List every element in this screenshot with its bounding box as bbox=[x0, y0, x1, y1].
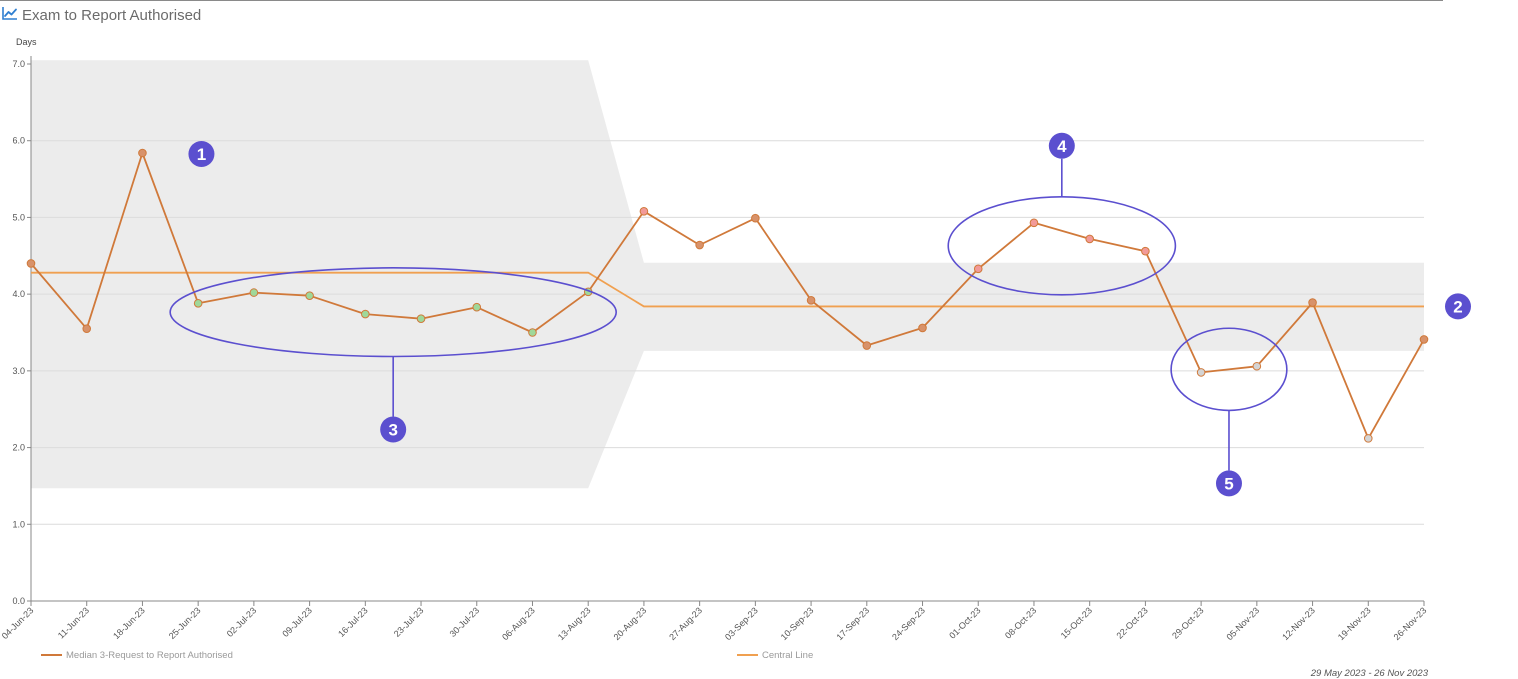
x-tick-label: 16-Jul-23 bbox=[336, 605, 370, 639]
data-point[interactable] bbox=[973, 264, 983, 274]
data-point[interactable] bbox=[751, 213, 760, 223]
x-tick-label: 25-Jun-23 bbox=[167, 605, 203, 641]
y-tick-label: 7.0 bbox=[12, 59, 25, 69]
data-point[interactable] bbox=[1085, 234, 1094, 244]
x-tick-label: 20-Aug-23 bbox=[612, 605, 649, 642]
series-line bbox=[30, 152, 1425, 440]
x-tick-label: 10-Sep-23 bbox=[779, 605, 816, 642]
x-tick-label: 02-Jul-23 bbox=[225, 605, 259, 639]
annotation-badge bbox=[380, 416, 407, 443]
control-limits-area bbox=[31, 60, 1424, 489]
control-limits-band bbox=[31, 60, 1424, 489]
data-point[interactable] bbox=[1196, 368, 1206, 377]
top-divider bbox=[0, 0, 1443, 1]
chart-title: Exam to Report Authorised bbox=[22, 6, 202, 24]
x-tick-label: 01-Oct-23 bbox=[947, 605, 982, 640]
x-tick-label: 18-Jun-23 bbox=[111, 605, 147, 641]
annotation-badge bbox=[1215, 470, 1242, 497]
x-tick-label: 05-Nov-23 bbox=[1224, 605, 1261, 642]
annotation-badge bbox=[1048, 132, 1075, 159]
x-tick-label: 22-Oct-23 bbox=[1114, 605, 1149, 640]
data-point[interactable] bbox=[26, 259, 36, 268]
legend: Median 3-Request to Report Authorised Cen… bbox=[41, 650, 813, 661]
y-tick-label: 5.0 bbox=[12, 212, 25, 222]
data-point[interactable] bbox=[806, 295, 816, 305]
y-tick-label: 6.0 bbox=[12, 136, 25, 146]
x-tick-label: 15-Oct-23 bbox=[1059, 605, 1094, 640]
data-point[interactable] bbox=[1419, 335, 1429, 344]
annotation-number: 4 bbox=[1057, 137, 1067, 156]
annotations: 1 2 3 4 5 bbox=[169, 132, 1471, 497]
data-point[interactable] bbox=[1029, 218, 1039, 228]
x-tick-label: 13-Aug-23 bbox=[556, 605, 593, 642]
y-axis-label: Days bbox=[16, 37, 37, 47]
x-tick-label: 29-Oct-23 bbox=[1170, 605, 1205, 640]
data-point[interactable] bbox=[249, 288, 259, 297]
x-tick-label: 17-Sep-23 bbox=[834, 605, 871, 642]
data-point[interactable] bbox=[639, 206, 649, 216]
data-point[interactable] bbox=[918, 323, 927, 333]
x-tick-label: 30-Jul-23 bbox=[448, 605, 482, 639]
data-point[interactable] bbox=[528, 328, 537, 337]
line-chart-icon bbox=[2, 6, 18, 25]
y-tick-label: 1.0 bbox=[12, 519, 25, 529]
legend-label-series: Median 3-Request to Report Authorised bbox=[66, 650, 233, 661]
annotation-number: 1 bbox=[197, 145, 206, 164]
x-tick-label: 09-Jul-23 bbox=[280, 605, 314, 639]
y-tick-label: 0.0 bbox=[12, 596, 25, 606]
annotation-number: 5 bbox=[1224, 474, 1233, 493]
central-line bbox=[31, 271, 1424, 308]
data-point[interactable] bbox=[472, 302, 482, 312]
chart-header: Exam to Report Authorised bbox=[2, 5, 201, 25]
central-line-path bbox=[31, 271, 1424, 308]
data-point[interactable] bbox=[305, 291, 314, 300]
annotation-number: 3 bbox=[388, 421, 397, 440]
x-tick-label: 19-Nov-23 bbox=[1336, 605, 1373, 642]
legend-label-central: Central Line bbox=[762, 650, 813, 661]
x-tick-label: 24-Sep-23 bbox=[890, 605, 927, 642]
x-tick-label: 06-Aug-23 bbox=[500, 605, 537, 642]
data-point[interactable] bbox=[695, 240, 704, 250]
series-path bbox=[30, 152, 1425, 440]
y-tick-label: 4.0 bbox=[12, 289, 25, 299]
data-point[interactable] bbox=[82, 324, 92, 333]
data-point[interactable] bbox=[1308, 298, 1317, 307]
x-tick-label: 26-Nov-23 bbox=[1392, 605, 1429, 642]
x-tick-label: 12-Nov-23 bbox=[1280, 605, 1317, 642]
x-tick-label: 04-Jun-23 bbox=[0, 605, 35, 641]
data-point[interactable] bbox=[1252, 361, 1262, 371]
x-tick-label: 08-Oct-23 bbox=[1003, 605, 1038, 640]
date-range: 29 May 2023 - 26 Nov 2023 bbox=[1310, 668, 1429, 679]
data-point[interactable] bbox=[1363, 434, 1373, 443]
y-tick-label: 3.0 bbox=[12, 366, 25, 376]
annotation-badge bbox=[1445, 293, 1471, 320]
x-tick-label: 23-Jul-23 bbox=[392, 605, 426, 639]
data-point[interactable] bbox=[361, 309, 370, 319]
data-point[interactable] bbox=[138, 148, 147, 158]
annotation-badge bbox=[188, 140, 215, 167]
x-tick-label: 03-Sep-23 bbox=[723, 605, 760, 642]
annotation-number: 2 bbox=[1453, 297, 1462, 316]
gridlines bbox=[31, 140, 1424, 525]
data-point[interactable] bbox=[416, 314, 426, 323]
data-point[interactable] bbox=[862, 341, 872, 350]
x-tick-label: 11-Jun-23 bbox=[56, 605, 91, 640]
data-point[interactable] bbox=[1141, 246, 1150, 256]
data-points bbox=[26, 148, 1429, 443]
x-tick-label: 27-Aug-23 bbox=[667, 605, 704, 642]
y-tick-label: 2.0 bbox=[12, 443, 25, 453]
data-point[interactable] bbox=[193, 299, 203, 308]
